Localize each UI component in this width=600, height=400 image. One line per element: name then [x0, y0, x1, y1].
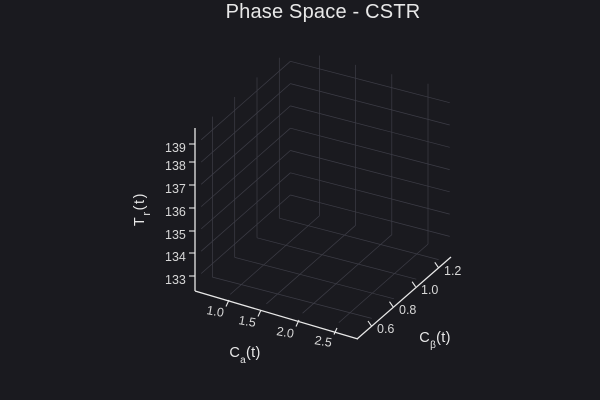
svg-text:134: 134 — [165, 250, 186, 264]
svg-text:Tr(t): Tr(t) — [132, 192, 153, 226]
svg-text:2.5: 2.5 — [313, 333, 333, 350]
svg-text:133: 133 — [165, 273, 186, 287]
svg-text:Cβ(t): Cβ(t) — [419, 330, 450, 351]
svg-text:1.0: 1.0 — [205, 303, 225, 320]
svg-text:2.0: 2.0 — [275, 324, 295, 341]
svg-text:1.2: 1.2 — [444, 264, 461, 278]
svg-text:138: 138 — [165, 159, 186, 173]
svg-text:1.0: 1.0 — [421, 283, 438, 297]
svg-text:1.5: 1.5 — [237, 313, 257, 330]
svg-text:137: 137 — [165, 182, 186, 196]
svg-text:Ca(t): Ca(t) — [229, 345, 260, 366]
svg-text:0.6: 0.6 — [377, 322, 394, 336]
svg-text:135: 135 — [165, 228, 186, 242]
svg-text:136: 136 — [165, 205, 186, 219]
svg-text:139: 139 — [165, 141, 186, 155]
svg-text:0.8: 0.8 — [399, 303, 416, 317]
